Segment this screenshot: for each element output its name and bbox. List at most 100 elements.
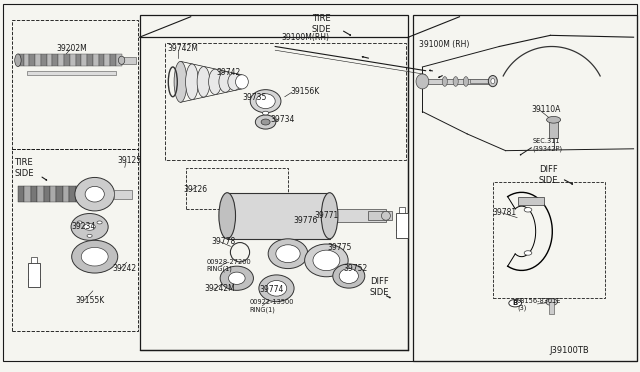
Text: 00922-13500
RING(1): 00922-13500 RING(1) bbox=[250, 299, 294, 312]
Text: DIFF
SIDE: DIFF SIDE bbox=[370, 278, 389, 297]
Text: SEC.311
(39342P): SEC.311 (39342P) bbox=[532, 138, 563, 152]
Bar bbox=[104, 54, 110, 66]
Bar bbox=[81, 54, 87, 66]
Bar bbox=[227, 193, 330, 239]
Bar bbox=[413, 15, 637, 361]
Ellipse shape bbox=[87, 234, 92, 237]
Ellipse shape bbox=[339, 269, 358, 283]
Ellipse shape bbox=[509, 299, 522, 307]
Ellipse shape bbox=[15, 54, 21, 67]
Bar bbox=[24, 54, 29, 66]
Bar bbox=[29, 54, 35, 66]
Bar bbox=[76, 186, 82, 202]
Text: 39242M: 39242M bbox=[205, 284, 236, 293]
Ellipse shape bbox=[524, 251, 532, 255]
Text: 39202M: 39202M bbox=[56, 44, 87, 53]
Text: TIRE
SIDE: TIRE SIDE bbox=[14, 158, 33, 178]
Bar bbox=[518, 197, 544, 205]
Ellipse shape bbox=[228, 272, 245, 284]
Ellipse shape bbox=[262, 111, 269, 115]
Bar bbox=[56, 186, 63, 202]
Text: DIFF
SIDE: DIFF SIDE bbox=[539, 165, 558, 185]
Ellipse shape bbox=[442, 77, 447, 86]
Bar bbox=[52, 54, 58, 66]
Ellipse shape bbox=[547, 116, 561, 123]
Ellipse shape bbox=[256, 94, 275, 109]
Bar bbox=[330, 209, 386, 222]
Text: 39781: 39781 bbox=[493, 208, 517, 217]
Bar bbox=[63, 186, 69, 202]
Bar bbox=[470, 79, 490, 83]
Bar bbox=[28, 263, 40, 287]
Text: B: B bbox=[513, 300, 518, 306]
Ellipse shape bbox=[255, 115, 276, 129]
Ellipse shape bbox=[75, 177, 115, 211]
Bar bbox=[93, 54, 99, 66]
Text: 39110A: 39110A bbox=[531, 105, 561, 114]
Bar bbox=[99, 54, 104, 66]
Bar bbox=[396, 213, 408, 238]
Ellipse shape bbox=[219, 71, 232, 92]
Ellipse shape bbox=[72, 240, 118, 273]
Ellipse shape bbox=[220, 266, 253, 290]
Text: 39776: 39776 bbox=[293, 216, 317, 225]
Ellipse shape bbox=[97, 221, 102, 224]
Bar bbox=[31, 186, 37, 202]
Ellipse shape bbox=[118, 56, 125, 64]
Ellipse shape bbox=[453, 77, 458, 86]
Bar bbox=[58, 54, 64, 66]
Text: TIRE
SIDE: TIRE SIDE bbox=[312, 15, 331, 34]
Bar bbox=[493, 182, 605, 298]
Bar bbox=[186, 168, 288, 209]
Text: 39778: 39778 bbox=[211, 237, 236, 246]
Bar bbox=[47, 54, 52, 66]
Ellipse shape bbox=[491, 78, 495, 84]
Ellipse shape bbox=[488, 76, 497, 87]
Bar bbox=[69, 186, 76, 202]
Text: 39126: 39126 bbox=[183, 185, 207, 194]
Bar bbox=[12, 149, 138, 331]
Ellipse shape bbox=[321, 193, 338, 239]
Text: 39100M (RH): 39100M (RH) bbox=[419, 40, 470, 49]
Text: 08156-8301E
(3): 08156-8301E (3) bbox=[517, 298, 561, 311]
Bar bbox=[116, 54, 122, 66]
Ellipse shape bbox=[259, 275, 294, 302]
Bar bbox=[41, 54, 47, 66]
Bar bbox=[18, 54, 24, 66]
Ellipse shape bbox=[305, 244, 348, 277]
Text: 39752: 39752 bbox=[343, 264, 367, 273]
Bar bbox=[122, 57, 136, 64]
Text: J39100TB: J39100TB bbox=[549, 346, 589, 355]
Ellipse shape bbox=[381, 211, 390, 220]
Bar bbox=[35, 54, 41, 66]
Text: 39100M(RH): 39100M(RH) bbox=[282, 33, 330, 42]
Ellipse shape bbox=[266, 280, 287, 296]
Ellipse shape bbox=[313, 250, 340, 271]
Bar bbox=[76, 54, 81, 66]
Bar bbox=[368, 211, 392, 220]
Text: 39774: 39774 bbox=[260, 285, 284, 294]
Bar bbox=[549, 121, 558, 138]
Ellipse shape bbox=[81, 247, 108, 266]
Bar bbox=[31, 257, 37, 263]
Ellipse shape bbox=[84, 224, 95, 230]
Bar bbox=[44, 186, 50, 202]
Bar bbox=[64, 54, 70, 66]
Text: 39735: 39735 bbox=[242, 93, 266, 102]
Text: 39155K: 39155K bbox=[76, 296, 105, 305]
Text: 39775: 39775 bbox=[328, 243, 352, 251]
Ellipse shape bbox=[236, 75, 248, 89]
Text: 39734: 39734 bbox=[270, 115, 294, 124]
Ellipse shape bbox=[197, 67, 210, 97]
Bar bbox=[37, 186, 44, 202]
Ellipse shape bbox=[85, 186, 104, 202]
Ellipse shape bbox=[463, 77, 468, 86]
Bar bbox=[399, 207, 405, 213]
Ellipse shape bbox=[416, 74, 429, 89]
Text: 00928-27200
RING(1): 00928-27200 RING(1) bbox=[207, 259, 252, 272]
Bar bbox=[18, 186, 24, 202]
Ellipse shape bbox=[333, 264, 365, 288]
Ellipse shape bbox=[209, 69, 221, 94]
Ellipse shape bbox=[71, 214, 108, 240]
Text: 39156K: 39156K bbox=[291, 87, 320, 96]
